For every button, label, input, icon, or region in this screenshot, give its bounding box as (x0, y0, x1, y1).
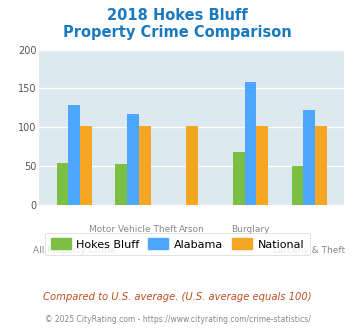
Bar (303, 110, 315, 205)
Bar (127, 114, 139, 205)
Text: © 2025 CityRating.com - https://www.cityrating.com/crime-statistics/: © 2025 CityRating.com - https://www.city… (45, 315, 310, 324)
Bar (80, 126, 92, 205)
Bar (139, 126, 151, 205)
Text: Arson: Arson (179, 225, 204, 234)
Text: Motor Vehicle Theft: Motor Vehicle Theft (89, 225, 177, 234)
Text: Compared to U.S. average. (U.S. average equals 100): Compared to U.S. average. (U.S. average … (43, 292, 312, 302)
Bar (256, 126, 268, 205)
Bar (69, 105, 80, 205)
Bar (315, 126, 327, 205)
Bar (291, 166, 303, 205)
Bar (57, 163, 69, 205)
Bar (186, 126, 198, 205)
Bar (233, 152, 245, 205)
Bar (245, 82, 256, 205)
Text: Larceny & Theft: Larceny & Theft (273, 247, 345, 255)
Text: All Property Crime: All Property Crime (33, 247, 115, 255)
Bar (115, 164, 127, 205)
Text: 2018 Hokes Bluff: 2018 Hokes Bluff (107, 8, 248, 23)
Legend: Hokes Bluff, Alabama, National: Hokes Bluff, Alabama, National (45, 233, 310, 255)
Text: Property Crime Comparison: Property Crime Comparison (63, 25, 292, 40)
Text: Burglary: Burglary (231, 225, 270, 234)
